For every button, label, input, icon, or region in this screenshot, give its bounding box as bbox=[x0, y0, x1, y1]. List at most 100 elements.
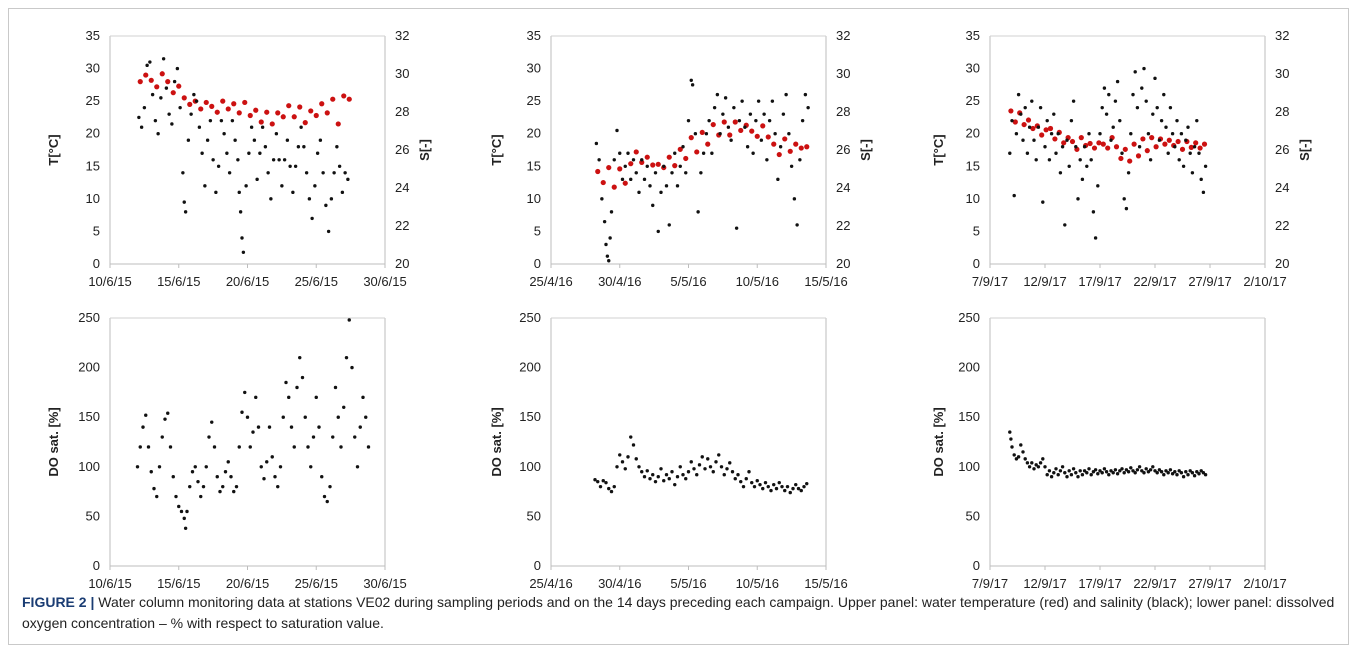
data-point bbox=[798, 158, 802, 162]
data-point bbox=[161, 57, 166, 61]
temperature-point bbox=[176, 83, 182, 89]
data-point bbox=[237, 190, 241, 195]
figure-label: FIGURE 2 | bbox=[22, 594, 95, 610]
data-point bbox=[728, 461, 732, 465]
data-point bbox=[280, 184, 284, 188]
data-point bbox=[629, 177, 633, 182]
data-point bbox=[1137, 145, 1142, 149]
data-point bbox=[1184, 470, 1188, 474]
data-point bbox=[336, 415, 340, 419]
data-point bbox=[1184, 138, 1188, 142]
data-point bbox=[653, 479, 658, 484]
data-point bbox=[214, 190, 218, 195]
data-point bbox=[229, 475, 233, 479]
data-point bbox=[1074, 471, 1078, 475]
temperature-point bbox=[1140, 136, 1146, 142]
x-tick-label: 30/6/15 bbox=[363, 576, 406, 591]
data-point bbox=[252, 138, 257, 142]
data-point bbox=[1045, 118, 1049, 123]
data-point bbox=[1203, 473, 1208, 477]
y-tick-label: 150 bbox=[958, 409, 980, 424]
temperature-point bbox=[209, 103, 215, 109]
temperature-point bbox=[275, 110, 281, 116]
data-point bbox=[787, 132, 791, 136]
data-point bbox=[1043, 145, 1047, 149]
data-point bbox=[233, 138, 237, 142]
data-point bbox=[221, 484, 225, 489]
data-point bbox=[686, 118, 691, 123]
data-point bbox=[1190, 471, 1195, 475]
data-point bbox=[1025, 151, 1030, 155]
temperature-point bbox=[1091, 145, 1098, 151]
data-point bbox=[163, 417, 167, 421]
temperature-point bbox=[765, 134, 771, 140]
data-point bbox=[1071, 99, 1076, 103]
data-point bbox=[717, 453, 721, 457]
data-point bbox=[1190, 171, 1195, 175]
data-point bbox=[1109, 138, 1113, 142]
data-point bbox=[781, 112, 786, 116]
temperature-point bbox=[242, 99, 248, 106]
y2-tick-label: 28 bbox=[395, 104, 409, 119]
data-point bbox=[1151, 112, 1155, 116]
data-point bbox=[597, 158, 601, 162]
data-point bbox=[287, 395, 291, 400]
data-point bbox=[769, 488, 773, 493]
y2-tick-label: 32 bbox=[836, 28, 850, 43]
data-point bbox=[792, 197, 797, 201]
data-point bbox=[1060, 145, 1065, 149]
temperature-point bbox=[1021, 121, 1027, 128]
temperature-point bbox=[308, 108, 314, 114]
data-point bbox=[366, 445, 371, 449]
data-point bbox=[322, 494, 327, 499]
temperature-point bbox=[286, 103, 292, 109]
temperature-point bbox=[1008, 108, 1014, 114]
temperature-point bbox=[694, 149, 700, 155]
data-point bbox=[277, 158, 281, 162]
temperature-point bbox=[721, 119, 727, 125]
y-tick-label: 250 bbox=[519, 310, 541, 325]
data-point bbox=[1023, 457, 1027, 461]
data-point bbox=[637, 190, 641, 195]
y-tick-label: 50 bbox=[966, 508, 980, 523]
data-point bbox=[1012, 453, 1016, 457]
data-point bbox=[282, 158, 287, 162]
data-point bbox=[1170, 132, 1175, 136]
y-tick-label: 250 bbox=[78, 310, 100, 325]
data-point bbox=[1146, 470, 1151, 474]
temperature-point bbox=[225, 106, 231, 112]
y-tick-label: 10 bbox=[86, 191, 100, 206]
data-point bbox=[1129, 466, 1133, 470]
data-point bbox=[653, 171, 658, 175]
data-point bbox=[247, 151, 251, 155]
data-point bbox=[1140, 469, 1144, 473]
data-point bbox=[328, 484, 332, 489]
data-point bbox=[1197, 151, 1201, 155]
x-tick-label: 7/9/17 bbox=[972, 576, 1008, 591]
data-point bbox=[311, 435, 316, 439]
data-point bbox=[796, 486, 801, 491]
y-tick-label: 150 bbox=[78, 409, 100, 424]
data-point bbox=[1144, 99, 1148, 103]
data-point bbox=[1021, 450, 1025, 454]
data-point bbox=[659, 190, 663, 195]
x-tick-label: 17/9/17 bbox=[1078, 274, 1121, 289]
x-tick-label: 17/9/17 bbox=[1078, 576, 1121, 591]
data-point bbox=[274, 132, 279, 136]
temperature-point bbox=[760, 123, 766, 129]
data-point bbox=[137, 115, 141, 120]
data-point bbox=[662, 478, 666, 483]
data-point bbox=[593, 477, 597, 482]
temperature-point bbox=[1100, 141, 1106, 147]
y2-tick-label: 28 bbox=[1275, 104, 1289, 119]
temperature-point bbox=[297, 104, 303, 110]
data-point bbox=[626, 151, 630, 155]
data-point bbox=[200, 151, 204, 155]
temperature-point bbox=[187, 101, 193, 107]
x-tick-label: 30/4/16 bbox=[598, 576, 641, 591]
data-point bbox=[1166, 471, 1170, 475]
y-axis-label: T[°C] bbox=[46, 134, 61, 165]
figure-frame bbox=[8, 8, 1349, 645]
y-tick-label: 15 bbox=[527, 158, 541, 173]
temperature-point bbox=[672, 163, 678, 169]
